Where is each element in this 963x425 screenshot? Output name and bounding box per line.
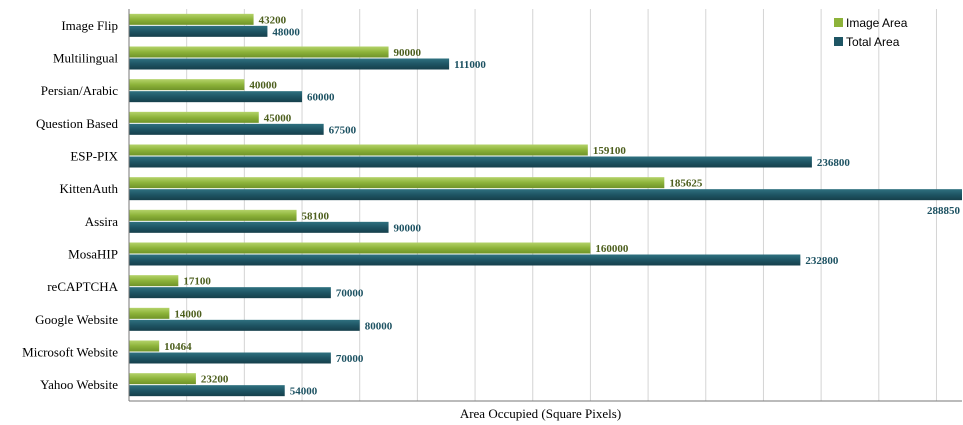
value-label-total-area-assira: 90000 <box>394 222 422 234</box>
bar-image-area-assira <box>129 209 297 221</box>
bar-image-area-kittenauth <box>129 177 665 189</box>
bar-total-area-microsoft-website <box>129 352 331 364</box>
gridlines <box>186 9 937 401</box>
value-label-total-area-kittenauth: 288850 <box>927 205 961 217</box>
bar-image-area-question-based <box>129 111 259 123</box>
bar-total-area-mosahip <box>129 254 801 266</box>
value-label-total-area-persian-arabic: 60000 <box>307 92 335 104</box>
value-label-image-area-yahoo-website: 23200 <box>201 374 229 386</box>
bar-total-area-yahoo-website <box>129 385 285 397</box>
bar-image-area-multilingual <box>129 46 389 58</box>
value-label-image-area-multilingual: 90000 <box>394 47 422 59</box>
category-label-esp-pix: ESP-PIX <box>70 149 118 164</box>
value-label-image-area-persian-arabic: 40000 <box>249 80 277 92</box>
value-label-image-area-question-based: 45000 <box>264 112 292 124</box>
value-label-image-area-google-website: 14000 <box>174 308 202 320</box>
bar-image-area-yahoo-website <box>129 373 196 385</box>
value-label-image-area-microsoft-website: 10464 <box>164 341 192 353</box>
category-label-recaptcha: reCAPTCHA <box>47 279 118 294</box>
legend-label-image-area: Image Area <box>846 16 908 30</box>
bar-total-area-assira <box>129 221 389 233</box>
category-labels: Image Flip Multilingual Persian/Arabic Ques… <box>22 18 118 392</box>
value-label-total-area-google-website: 80000 <box>365 320 393 332</box>
bar-image-area-google-website <box>129 307 170 319</box>
category-label-yahoo-website: Yahoo Website <box>40 377 118 392</box>
value-label-total-area-yahoo-website: 54000 <box>290 386 318 398</box>
legend-swatch-total-area <box>834 37 843 46</box>
bars <box>129 13 962 397</box>
category-label-google-website: Google Website <box>35 312 118 327</box>
category-label-mosahip: MosaHIP <box>68 247 118 262</box>
bar-total-area-esp-pix <box>129 156 812 168</box>
value-label-total-area-image-flip: 48000 <box>272 26 300 38</box>
bar-total-area-question-based <box>129 123 324 135</box>
bar-total-area-multilingual <box>129 58 450 70</box>
bar-image-area-mosahip <box>129 242 591 254</box>
category-label-multilingual: Multilingual <box>53 51 118 66</box>
bar-total-area-persian-arabic <box>129 91 303 103</box>
legend-swatch-image-area <box>834 18 843 27</box>
category-label-question-based: Question Based <box>36 116 118 131</box>
bar-image-area-esp-pix <box>129 144 588 156</box>
legend: Image Area Total Area <box>834 16 908 49</box>
value-label-image-area-assira: 58100 <box>302 210 330 222</box>
value-label-total-area-recaptcha: 70000 <box>336 288 364 300</box>
value-label-total-area-multilingual: 111000 <box>454 59 486 71</box>
value-label-image-area-esp-pix: 159100 <box>593 145 627 157</box>
value-label-image-area-recaptcha: 17100 <box>183 276 211 288</box>
bar-image-area-persian-arabic <box>129 79 245 91</box>
value-label-image-area-kittenauth: 185625 <box>669 178 703 190</box>
category-label-persian-arabic: Persian/Arabic <box>41 83 118 98</box>
bar-total-area-kittenauth <box>129 189 962 201</box>
value-label-total-area-esp-pix: 236800 <box>817 157 851 169</box>
bar-total-area-google-website <box>129 319 360 331</box>
category-label-assira: Assira <box>85 214 118 229</box>
bar-total-area-image-flip <box>129 25 268 37</box>
value-label-image-area-image-flip: 43200 <box>259 14 287 26</box>
category-label-kittenauth: KittenAuth <box>60 181 119 196</box>
bar-image-area-recaptcha <box>129 275 179 287</box>
bar-image-area-microsoft-website <box>129 340 160 352</box>
value-label-total-area-mosahip: 232800 <box>805 255 839 267</box>
value-label-total-area-microsoft-website: 70000 <box>336 353 364 365</box>
category-label-microsoft-website: Microsoft Website <box>22 345 118 360</box>
bar-image-area-image-flip <box>129 13 254 25</box>
value-label-total-area-question-based: 67500 <box>329 124 357 136</box>
category-label-image-flip: Image Flip <box>61 18 118 33</box>
bar-total-area-recaptcha <box>129 287 331 299</box>
legend-label-total-area: Total Area <box>846 35 900 49</box>
x-axis-title: Area Occupied (Square Pixels) <box>460 406 621 421</box>
value-label-image-area-mosahip: 160000 <box>595 243 629 255</box>
